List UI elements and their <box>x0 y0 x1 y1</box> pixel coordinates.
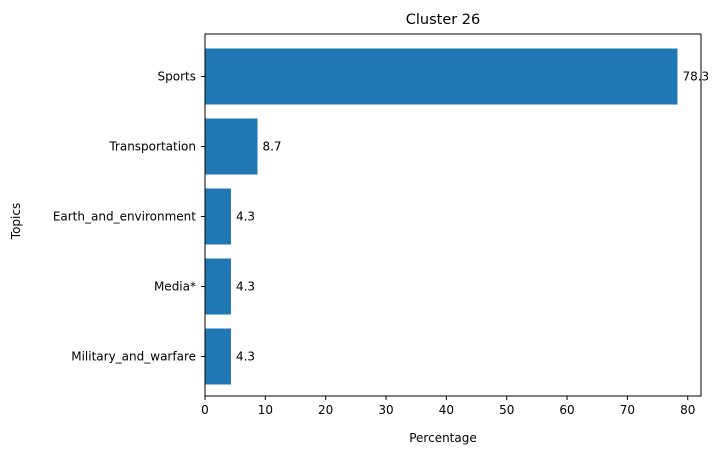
x-tick-label: 40 <box>439 403 454 417</box>
bar-media <box>205 258 231 315</box>
x-axis-ticks: 0 10 20 30 40 50 60 70 80 <box>201 396 695 417</box>
bars-group <box>205 48 678 385</box>
y-tick-label: Earth_and_environment <box>53 210 196 224</box>
bar-value-label: 4.3 <box>236 280 255 294</box>
bar-transportation <box>205 118 258 175</box>
y-axis-label: Topics <box>9 203 23 240</box>
bar-labels-group: 78.3 8.7 4.3 4.3 4.3 <box>236 70 709 364</box>
y-tick-label: Sports <box>158 70 196 84</box>
bar-value-label: 8.7 <box>262 140 281 154</box>
chart-title: Cluster 26 <box>406 12 481 28</box>
y-tick-label: Transportation <box>108 140 196 154</box>
x-tick-label: 10 <box>258 403 273 417</box>
x-tick-label: 50 <box>499 403 514 417</box>
x-tick-label: 60 <box>559 403 574 417</box>
bar-value-label: 4.3 <box>236 210 255 224</box>
x-tick-label: 20 <box>318 403 333 417</box>
bar-value-label: 78.3 <box>682 70 709 84</box>
x-axis-label: Percentage <box>409 431 477 445</box>
bar-sports <box>205 48 678 105</box>
y-tick-label: Media* <box>154 280 196 294</box>
plot-frame <box>204 33 702 397</box>
bar-value-label: 4.3 <box>236 350 255 364</box>
x-tick-label: 0 <box>201 403 209 417</box>
x-tick-label: 70 <box>620 403 635 417</box>
y-axis-ticks: Sports Transportation Earth_and_environmen… <box>53 70 205 364</box>
x-tick-label: 80 <box>680 403 695 417</box>
x-tick-label: 30 <box>378 403 393 417</box>
bar-military-and-warfare <box>205 328 231 385</box>
bar-earth-and-environment <box>205 188 231 245</box>
y-tick-label: Military_and_warfare <box>71 350 196 364</box>
